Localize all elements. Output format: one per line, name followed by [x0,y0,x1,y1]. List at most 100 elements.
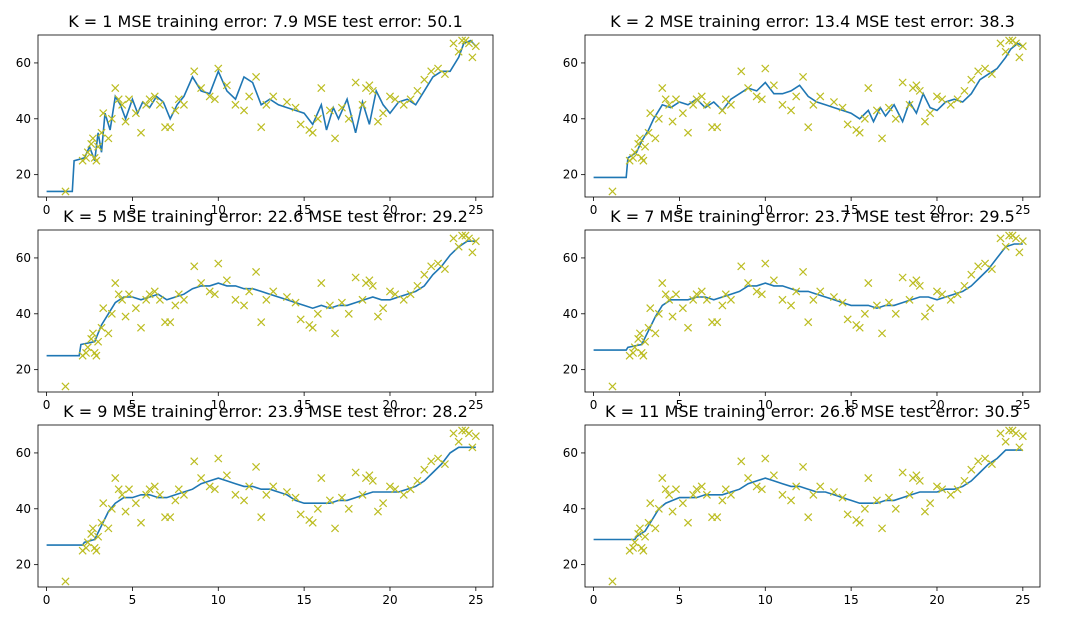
data-point [325,301,334,310]
y-tick-label: 20 [563,363,578,377]
data-point [240,106,249,115]
data-point [282,293,291,302]
data-point [406,485,415,494]
data-point [385,482,395,491]
data-point [953,95,962,104]
data-point [214,454,223,463]
subplot-title: K = 11 MSE training error: 26.6 MSE test… [605,402,1020,421]
data-point [872,301,881,310]
data-point [778,295,787,304]
data-point [718,106,727,115]
data-point [331,524,340,533]
data-point [629,348,638,357]
data-point [816,287,825,296]
subplot-title: K = 5 MSE training error: 22.6 MSE test … [63,207,468,226]
data-point [651,134,660,143]
data-point [792,287,801,296]
subplot-title: K = 2 MSE training error: 13.4 MSE test … [610,12,1015,31]
data-point [974,262,983,271]
data-point [778,490,787,499]
data-point [210,95,219,104]
data-point [214,259,223,268]
data-point [155,100,164,109]
data-point [179,100,188,109]
data-point [996,429,1005,438]
data-point [155,295,164,304]
x-tick-label: 25 [1015,593,1030,607]
data-point [926,304,935,313]
y-tick-label: 20 [16,168,31,182]
data-point [449,234,458,243]
data-point [891,504,900,513]
data-point [665,490,674,499]
axes-frame [37,424,494,588]
data-point [855,128,864,137]
data-point [804,513,813,522]
data-point [769,471,778,480]
data-point [769,276,778,285]
data-point [449,429,458,438]
data-point [142,295,151,304]
x-tick-label: 15 [843,203,858,217]
data-point [240,496,249,505]
data-point [671,290,681,299]
data-point [678,304,687,313]
data-point [1001,437,1010,446]
data-point [884,493,893,502]
data-point [1005,36,1014,45]
data-point [752,287,761,296]
data-point [891,114,900,123]
data-point [344,114,353,123]
data-point [920,507,929,516]
data-point [689,100,698,109]
data-point [440,70,449,79]
data-point [190,67,199,76]
data-point [214,64,223,73]
data-point [107,309,116,318]
data-point [124,290,134,299]
data-point [131,499,140,508]
data-point [629,543,638,552]
data-point [744,474,753,483]
data-point [898,273,907,282]
data-point [713,318,722,327]
data-point [639,351,648,360]
data-point [697,92,706,101]
data-point [737,457,746,466]
data-point [454,242,463,251]
data-point [905,100,914,109]
data-point [205,92,214,101]
data-point [668,312,677,321]
data-point [692,290,701,299]
data-point [308,323,317,332]
data-point [83,538,92,547]
data-point [726,100,735,109]
data-point [471,432,480,441]
data-point [454,47,463,56]
data-point [222,276,231,285]
data-point [799,462,808,471]
y-tick-label: 20 [563,168,578,182]
data-point [860,504,869,513]
data-point [373,507,382,516]
subplot-k2: 0 5 10 15 20 25 20 40 60 K = 2 MSE training error… [563,12,1041,217]
data-point [816,92,825,101]
data-point [308,518,317,527]
data-point [197,279,206,288]
x-tick-label: 15 [296,203,311,217]
data-point [145,485,154,494]
data-point [88,134,97,143]
data-point [665,100,674,109]
data-point [702,490,711,499]
data-point [630,343,639,352]
x-tick-label: 5 [129,203,137,217]
data-point [118,100,127,109]
y-tick-label: 40 [16,307,31,321]
data-point [468,53,477,62]
data-point [358,100,367,109]
data-point [420,465,429,474]
data-point [197,474,206,483]
data-point [379,304,388,313]
data-point [245,287,254,296]
data-point [769,81,778,90]
